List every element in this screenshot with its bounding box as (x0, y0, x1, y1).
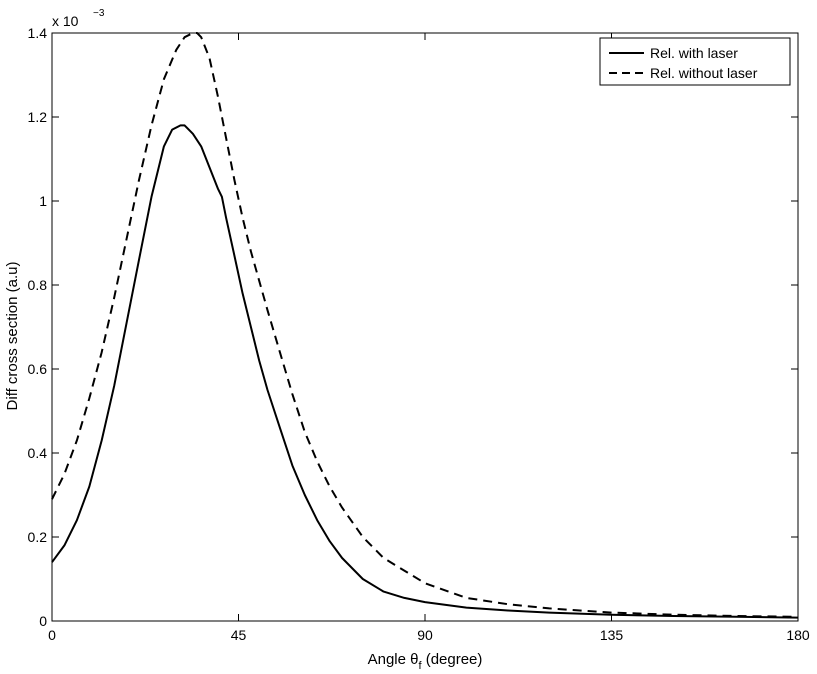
legend-box (599, 37, 791, 86)
y-exponent-power: −3 (93, 8, 105, 19)
y-tick-label: 1.4 (28, 25, 48, 41)
y-tick-label: 0.2 (28, 529, 48, 545)
x-axis-label-tail: (degree) (422, 651, 483, 668)
plot-area (51, 32, 799, 622)
plot-border (51, 32, 799, 622)
legend: Rel. with laser Rel. without laser (599, 37, 791, 86)
x-tick-label: 0 (48, 627, 56, 643)
y-axis-label: Diff cross section (a.u) (4, 262, 21, 411)
series-layer (51, 32, 799, 619)
x-axis-label-sub: f (418, 660, 422, 672)
x-tick-label: 135 (600, 627, 624, 643)
y-tick-label: 1.2 (28, 109, 48, 125)
legend-label-with-laser: Rel. with laser (650, 45, 738, 61)
y-tick-label: 0.6 (28, 361, 48, 377)
tick-layer: 0 45 90 135 180 0 0.2 0.4 0.6 0.8 1 1.2 1.4 (28, 25, 810, 643)
series-line-without-laser (51, 32, 799, 618)
y-tick-label: 0 (39, 613, 47, 629)
x-tick-label: 180 (786, 627, 810, 643)
series-line-with-laser (51, 124, 799, 619)
legend-label-without-laser: Rel. without laser (650, 65, 758, 81)
x-tick-label: 45 (231, 627, 247, 643)
y-tick-label: 0.8 (28, 277, 48, 293)
x-axis-label: Angle θf (degree) (368, 651, 483, 672)
y-tick-label: 1 (39, 193, 47, 209)
x-tick-label: 90 (417, 627, 433, 643)
y-exponent-base: x 10 (52, 13, 79, 29)
y-tick-label: 0.4 (28, 445, 48, 461)
x-axis-label-main: Angle θ (368, 651, 419, 668)
